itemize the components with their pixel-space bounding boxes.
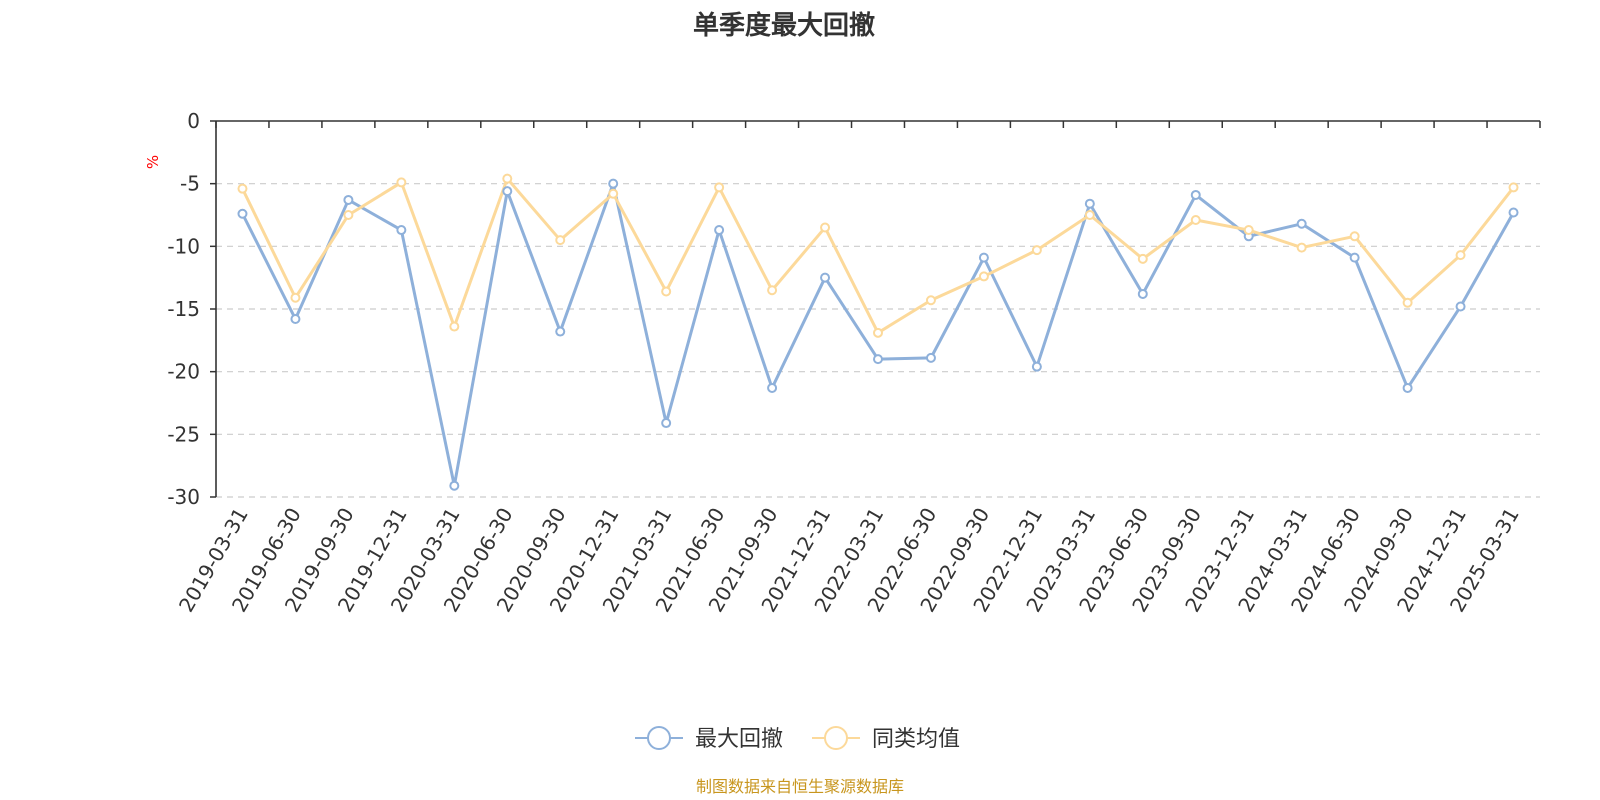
- data-point: [290, 314, 301, 325]
- data-point: [502, 186, 513, 197]
- y-tick-label: -25: [167, 422, 200, 446]
- legend-label: 同类均值: [872, 727, 960, 752]
- data-point: [555, 235, 566, 246]
- chart-title: 单季度最大回撤: [693, 10, 875, 41]
- data-point: [343, 194, 354, 205]
- y-tick-label: 0: [187, 109, 200, 133]
- data-point: [396, 177, 407, 188]
- data-point: [449, 480, 460, 491]
- data-point: [714, 225, 725, 236]
- grid-lines: [216, 183, 1540, 498]
- data-point: [1190, 189, 1201, 200]
- data-point: [1031, 245, 1042, 256]
- legend-marker: [824, 726, 848, 750]
- legend-item-1[interactable]: 同类均值: [812, 726, 960, 752]
- legend-label: 最大回撤: [695, 727, 783, 752]
- data-point: [1508, 207, 1519, 218]
- data-point: [661, 418, 672, 429]
- data-point: [873, 354, 883, 365]
- source-note: 制图数据来自恒生聚源数据库: [696, 777, 904, 796]
- data-point: [1349, 252, 1360, 263]
- data-point: [449, 321, 460, 332]
- legend-marker: [647, 726, 671, 750]
- data-point: [714, 182, 725, 193]
- data-point: [1190, 215, 1201, 226]
- data-point: [767, 285, 778, 296]
- data-point: [608, 178, 619, 189]
- data-point: [1243, 225, 1254, 236]
- data-point: [1296, 218, 1307, 229]
- data-point: [237, 208, 248, 219]
- y-axis-unit: %: [144, 155, 162, 169]
- axes: [210, 120, 1541, 498]
- data-point: [1455, 301, 1466, 312]
- data-point: [820, 222, 831, 233]
- y-tick-label: -15: [167, 297, 200, 321]
- data-point: [1137, 253, 1148, 264]
- data-point: [1508, 182, 1519, 193]
- y-tick-label: -20: [167, 360, 200, 384]
- data-point: [1402, 382, 1413, 393]
- data-point: [1084, 198, 1095, 209]
- y-tick-label: -10: [167, 234, 200, 258]
- data-point: [502, 173, 513, 184]
- data-point: [767, 382, 778, 393]
- data-point: [1084, 210, 1095, 220]
- y-tick-label: -5: [180, 172, 200, 196]
- data-point: [396, 225, 407, 236]
- data-point: [925, 352, 936, 363]
- data-point: [925, 295, 936, 306]
- series: [237, 173, 1519, 491]
- data-point: [1031, 361, 1042, 372]
- data-point: [237, 183, 248, 194]
- data-point: [555, 326, 566, 337]
- y-tick-labels: 0 -5 -10 -15 -20 -25 -30: [167, 109, 200, 509]
- data-point: [1402, 297, 1413, 308]
- data-point: [1349, 231, 1360, 242]
- legend-item-0[interactable]: 最大回撤: [635, 726, 783, 752]
- data-point: [978, 271, 989, 282]
- y-tick-label: -30: [167, 485, 200, 509]
- data-point: [661, 286, 672, 297]
- data-point: [343, 210, 354, 220]
- data-point: [873, 327, 883, 338]
- data-point: [290, 292, 301, 303]
- data-point: [820, 272, 831, 283]
- data-point: [978, 252, 989, 263]
- data-point: [1137, 288, 1148, 299]
- legend[interactable]: 最大回撤 同类均值: [635, 726, 960, 752]
- data-point: [1296, 242, 1307, 253]
- series-line-1: [241, 177, 1515, 335]
- data-point: [1455, 250, 1466, 261]
- data-point: [608, 188, 619, 199]
- x-tick-labels: 2019-03-312019-06-302019-09-302019-12-31…: [174, 504, 1524, 617]
